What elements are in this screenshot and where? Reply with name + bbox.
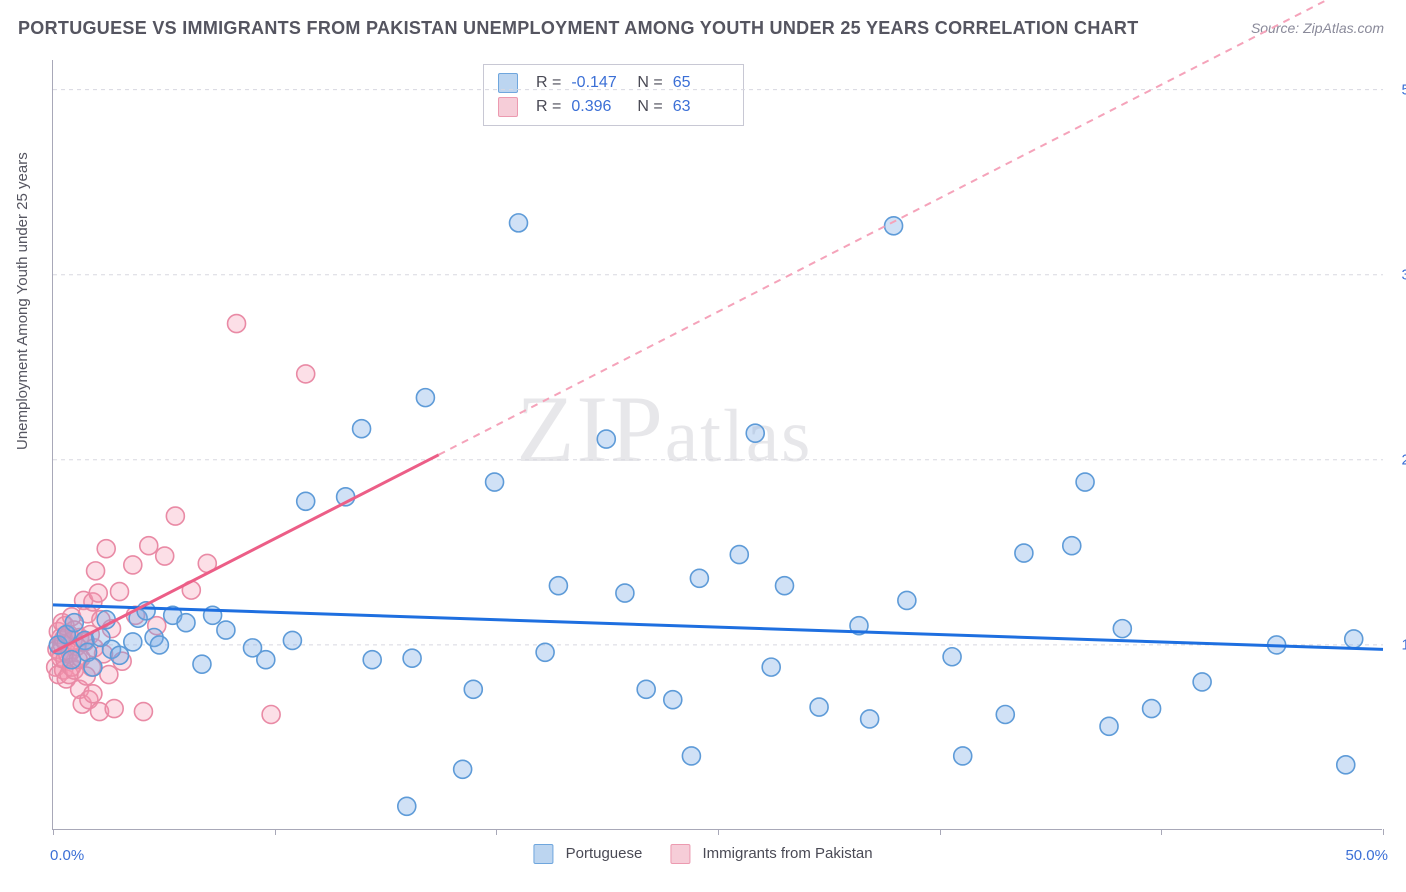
- data-point: [398, 797, 416, 815]
- data-point: [762, 658, 780, 676]
- plot-area: ZIPatlas R = -0.147 N = 65 R = 0.396 N =…: [52, 60, 1382, 830]
- data-point: [1076, 473, 1094, 491]
- y-tick-label: 25.0%: [1401, 451, 1406, 468]
- data-point: [1193, 673, 1211, 691]
- x-tick: [1161, 829, 1162, 835]
- x-tick: [718, 829, 719, 835]
- data-point: [861, 710, 879, 728]
- data-point: [682, 747, 700, 765]
- data-point: [454, 760, 472, 778]
- data-point: [690, 569, 708, 587]
- data-point: [597, 430, 615, 448]
- data-point: [156, 547, 174, 565]
- data-point: [105, 700, 123, 718]
- data-point: [150, 636, 168, 654]
- y-axis-label: Unemployment Among Youth under 25 years: [14, 152, 31, 450]
- y-tick-label: 37.5%: [1401, 266, 1406, 283]
- data-point: [486, 473, 504, 491]
- data-point: [124, 556, 142, 574]
- data-point: [228, 315, 246, 333]
- data-point: [257, 651, 275, 669]
- legend-label-1: Portuguese: [566, 845, 643, 862]
- data-point: [217, 621, 235, 639]
- data-point: [898, 591, 916, 609]
- data-point: [549, 577, 567, 595]
- data-point: [84, 658, 102, 676]
- legend-item-2: Immigrants from Pakistan: [670, 844, 872, 864]
- legend-swatch-2: [670, 844, 690, 864]
- data-point: [1337, 756, 1355, 774]
- x-tick: [940, 829, 941, 835]
- data-point: [124, 633, 142, 651]
- bottom-legend: Portuguese Immigrants from Pakistan: [533, 844, 872, 864]
- chart-title: PORTUGUESE VS IMMIGRANTS FROM PAKISTAN U…: [18, 18, 1139, 39]
- x-tick: [496, 829, 497, 835]
- data-point: [297, 365, 315, 383]
- data-point: [637, 680, 655, 698]
- data-point: [954, 747, 972, 765]
- data-point: [297, 492, 315, 510]
- data-point: [746, 424, 764, 442]
- data-point: [166, 507, 184, 525]
- data-point: [84, 685, 102, 703]
- data-point: [1015, 544, 1033, 562]
- y-tick-label: 12.5%: [1401, 636, 1406, 653]
- data-point: [97, 540, 115, 558]
- data-point: [283, 631, 301, 649]
- data-point: [943, 648, 961, 666]
- x-axis-min-label: 0.0%: [50, 847, 84, 864]
- chart-canvas: [53, 60, 1382, 829]
- data-point: [353, 420, 371, 438]
- data-point: [193, 655, 211, 673]
- data-point: [140, 537, 158, 555]
- data-point: [87, 562, 105, 580]
- y-tick-label: 50.0%: [1401, 81, 1406, 98]
- legend-swatch-1: [533, 844, 553, 864]
- data-point: [996, 706, 1014, 724]
- data-point: [1063, 537, 1081, 555]
- data-point: [536, 643, 554, 661]
- data-point: [616, 584, 634, 602]
- x-tick: [1383, 829, 1384, 835]
- data-point: [134, 703, 152, 721]
- data-point: [810, 698, 828, 716]
- data-point: [776, 577, 794, 595]
- legend-label-2: Immigrants from Pakistan: [703, 845, 873, 862]
- data-point: [1100, 717, 1118, 735]
- data-point: [664, 691, 682, 709]
- x-axis-max-label: 50.0%: [1345, 847, 1388, 864]
- source-attribution: Source: ZipAtlas.com: [1251, 20, 1384, 36]
- data-point: [111, 583, 129, 601]
- data-point: [89, 584, 107, 602]
- data-point: [65, 614, 83, 632]
- data-point: [1143, 700, 1161, 718]
- data-point: [416, 389, 434, 407]
- legend-item-1: Portuguese: [533, 844, 642, 864]
- x-tick: [53, 829, 54, 835]
- data-point: [262, 706, 280, 724]
- data-point: [510, 214, 528, 232]
- data-point: [363, 651, 381, 669]
- data-point: [111, 646, 129, 664]
- data-point: [403, 649, 421, 667]
- data-point: [1113, 620, 1131, 638]
- data-point: [464, 680, 482, 698]
- data-point: [730, 546, 748, 564]
- x-tick: [275, 829, 276, 835]
- data-point: [177, 614, 195, 632]
- data-point: [1345, 630, 1363, 648]
- data-point: [885, 217, 903, 235]
